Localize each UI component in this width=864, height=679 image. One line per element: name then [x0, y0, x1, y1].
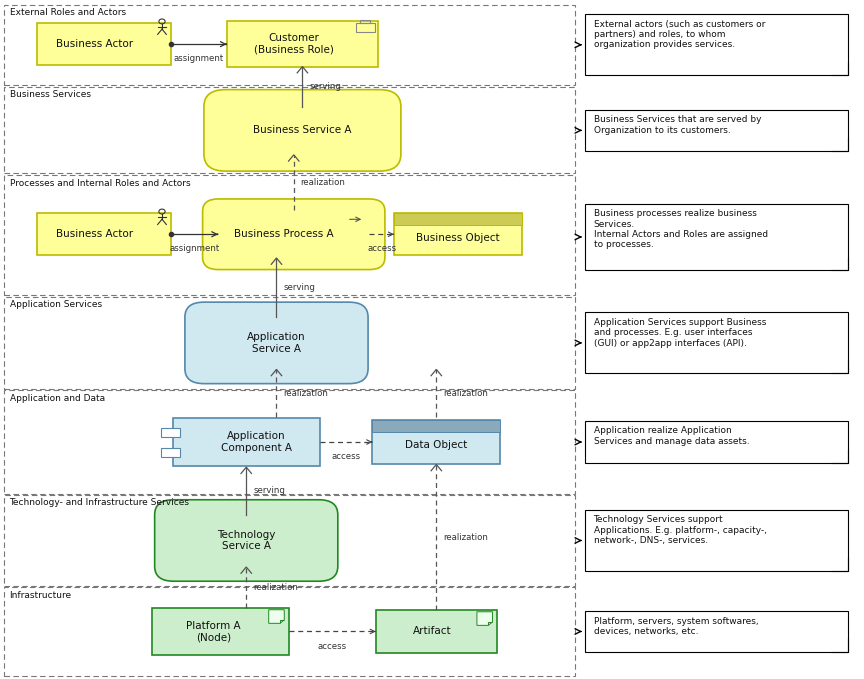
Text: assignment: assignment [174, 54, 224, 63]
Text: Application
Component A: Application Component A [221, 431, 292, 453]
Text: Business Services: Business Services [10, 90, 91, 99]
Text: External actors (such as customers or
partners) and roles, to whom
organization : External actors (such as customers or pa… [594, 20, 765, 50]
Text: Processes and Internal Roles and Actors: Processes and Internal Roles and Actors [10, 179, 190, 187]
Bar [585, 110, 848, 151]
Text: Infrastructure: Infrastructure [10, 591, 72, 600]
Bar [161, 448, 180, 457]
Text: serving: serving [253, 486, 285, 496]
FancyBboxPatch shape [204, 90, 401, 171]
FancyBboxPatch shape [185, 302, 368, 384]
Text: External Roles and Actors: External Roles and Actors [10, 8, 125, 17]
Bar [226, 21, 378, 67]
Text: Application realize Application
Services and manage data assets.: Application realize Application Services… [594, 426, 749, 446]
Bar [360, 20, 370, 23]
Text: Business Object: Business Object [416, 234, 499, 243]
Text: Technology
Service A: Technology Service A [217, 530, 276, 551]
Text: realization: realization [443, 388, 488, 398]
Bar [161, 428, 180, 437]
Bar [372, 420, 500, 464]
Text: Platform A
(Node): Platform A (Node) [186, 621, 241, 642]
Bar [173, 418, 320, 466]
Text: serving: serving [309, 82, 341, 91]
Text: realization: realization [283, 388, 328, 398]
Bar [585, 611, 848, 652]
Text: Technology Services support
Applications. E.g. platform-, capacity-,
network-, D: Technology Services support Applications… [594, 515, 766, 545]
Bar [376, 610, 497, 653]
Text: realization: realization [253, 583, 298, 592]
Text: Application Services support Business
and processes. E.g. user interfaces
(GUI) : Application Services support Business an… [594, 318, 766, 348]
Text: Application
Service A: Application Service A [247, 332, 306, 354]
Bar [356, 23, 375, 32]
FancyBboxPatch shape [203, 199, 385, 270]
Bar [36, 213, 171, 255]
Bar [585, 312, 848, 373]
Polygon shape [477, 612, 492, 625]
Bar [152, 608, 289, 655]
Text: Artifact: Artifact [413, 627, 451, 636]
Text: Business processes realize business
Services.
Internal Actors and Roles are assi: Business processes realize business Serv… [594, 209, 768, 249]
Text: Application and Data: Application and Data [10, 394, 105, 403]
Bar [394, 213, 522, 255]
Text: Technology- and Infrastructure Services: Technology- and Infrastructure Services [10, 498, 189, 507]
Text: Data Object: Data Object [405, 441, 467, 450]
Bar [394, 213, 522, 225]
Bar [585, 204, 848, 270]
Text: access: access [318, 642, 346, 650]
Text: Business Actor: Business Actor [56, 230, 134, 239]
Bar [36, 23, 171, 65]
Polygon shape [269, 610, 284, 623]
Text: Business Services that are served by
Organization to its customers.: Business Services that are served by Org… [594, 115, 761, 135]
Bar [585, 421, 848, 463]
Bar [585, 14, 848, 75]
Bar [585, 510, 848, 571]
Text: access: access [332, 452, 360, 461]
Text: Business Actor: Business Actor [56, 39, 134, 49]
Text: Application Services: Application Services [10, 300, 102, 309]
Text: realization: realization [301, 178, 346, 187]
Bar [372, 420, 500, 432]
Text: assignment: assignment [169, 244, 219, 253]
Text: serving: serving [283, 283, 315, 292]
Text: access: access [367, 244, 397, 253]
Text: Customer
(Business Role): Customer (Business Role) [254, 33, 334, 55]
Text: Business Service A: Business Service A [253, 126, 352, 135]
Text: realization: realization [443, 532, 488, 542]
Text: Platform, servers, system softwares,
devices, networks, etc.: Platform, servers, system softwares, dev… [594, 617, 759, 636]
FancyBboxPatch shape [155, 500, 338, 581]
Text: Business Process A: Business Process A [233, 230, 334, 239]
